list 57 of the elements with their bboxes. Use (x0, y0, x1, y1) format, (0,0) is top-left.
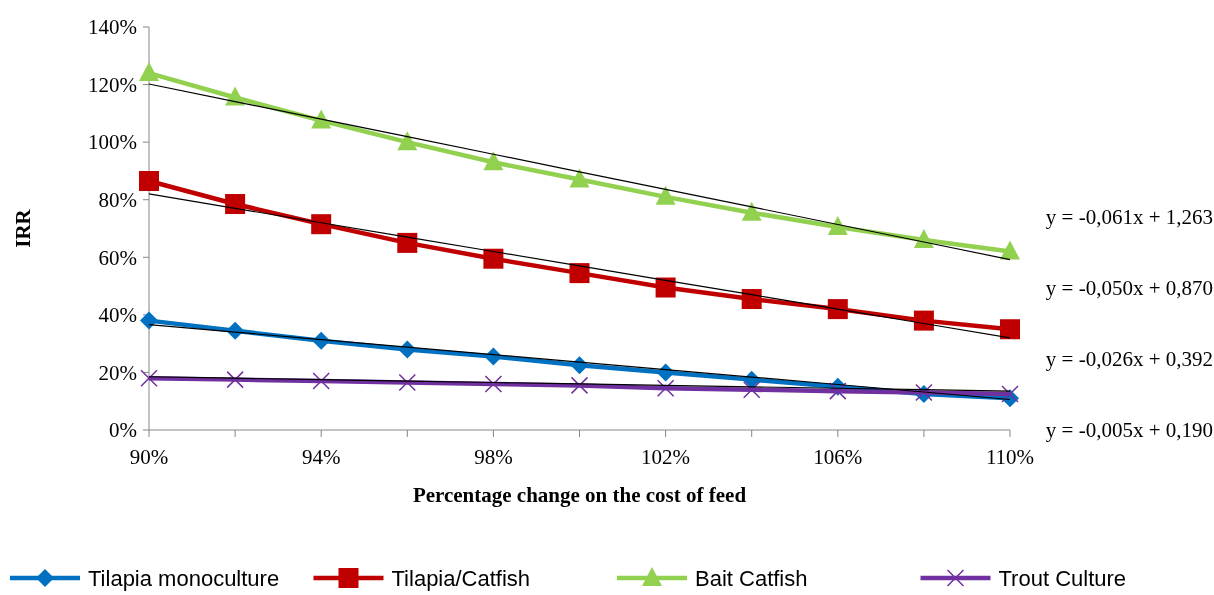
point (569, 168, 590, 188)
x-tick-label: 94% (301, 445, 341, 469)
point (827, 216, 848, 236)
point (139, 171, 159, 191)
point (483, 248, 504, 269)
x-axis-title: Percentage change on the cost of feed (412, 483, 747, 507)
point (829, 382, 847, 400)
text: y = -0,026x + 0,392 (1045, 347, 1213, 371)
point (483, 151, 504, 171)
x-tick-label: 106% (813, 445, 863, 469)
x-tick-label: 102% (641, 445, 691, 469)
point (139, 62, 159, 82)
point (484, 375, 503, 393)
y-tick-label: 20% (98, 360, 137, 385)
text: y = -0,050x + 0,870 (1045, 276, 1213, 300)
point (913, 229, 934, 249)
point (913, 310, 934, 331)
y-tick-label: 140% (88, 15, 137, 40)
point (1001, 385, 1019, 403)
point (1000, 319, 1020, 340)
x-tick-label: 90% (129, 445, 169, 469)
point (226, 370, 244, 389)
legend-label: Tilapia/Catfish (391, 565, 531, 591)
legend-label: Bait Catfish (695, 565, 808, 591)
y-tick-label: 40% (98, 303, 137, 328)
point (140, 311, 158, 330)
point (397, 131, 418, 151)
point (741, 201, 762, 221)
point (570, 356, 589, 375)
point (655, 185, 676, 205)
text: y = -0,061x + 1,263 (1045, 205, 1213, 229)
point (742, 380, 761, 399)
point (311, 214, 332, 235)
point (140, 369, 158, 387)
y-tick-label: 0% (109, 418, 137, 443)
point (741, 289, 762, 310)
y-tick-label: 100% (88, 130, 137, 155)
text: y = -0,005x + 0,190 (1045, 418, 1213, 442)
y-tick-label: 60% (98, 245, 137, 270)
point (656, 379, 675, 398)
point (397, 232, 418, 253)
point (312, 372, 330, 390)
point (569, 263, 590, 284)
x-tick-label: 98% (474, 445, 513, 469)
point (827, 299, 848, 320)
point (398, 373, 417, 392)
y-axis-title: IRR (11, 208, 35, 248)
legend-label: Tilapia monoculture (88, 565, 280, 591)
y-tick-label: 80% (98, 188, 137, 213)
point (225, 194, 246, 215)
x-tick-label: 110% (985, 445, 1035, 469)
point (311, 109, 332, 129)
point (655, 277, 676, 298)
y-tick-label: 120% (88, 72, 137, 97)
legend-label: Trout Culture (998, 565, 1127, 591)
point (1000, 240, 1020, 260)
point (570, 376, 589, 395)
